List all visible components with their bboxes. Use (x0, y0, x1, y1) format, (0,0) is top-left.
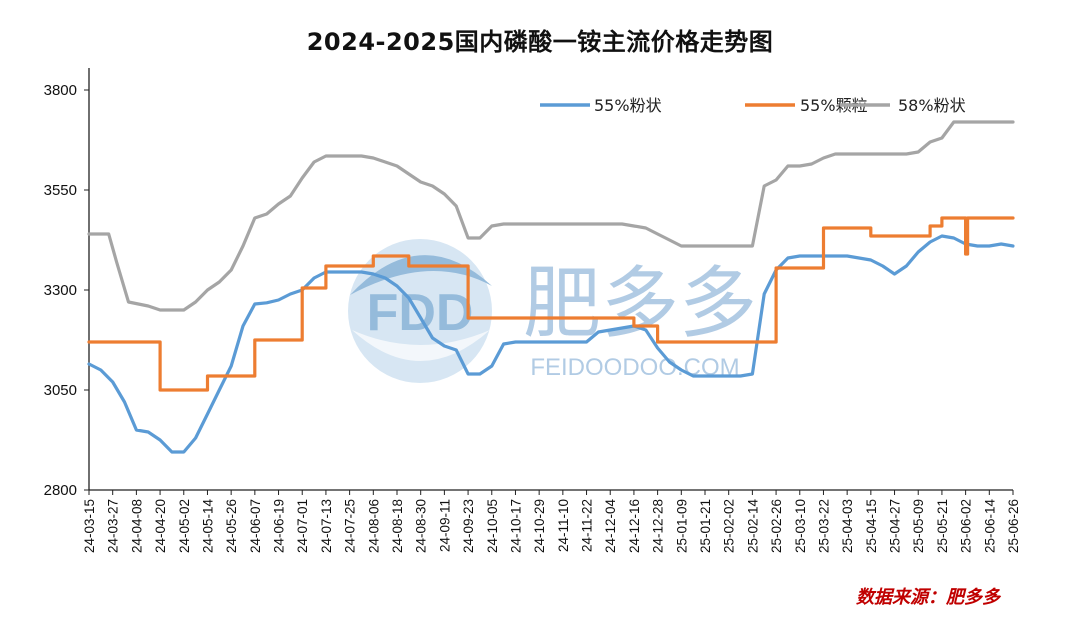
x-tick-label: 24-05-26 (224, 499, 239, 553)
x-tick-label: 25-02-26 (769, 499, 784, 553)
x-tick-label: 25-05-09 (911, 499, 926, 553)
x-tick-label: 24-10-29 (532, 499, 547, 553)
y-tick-label: 3050 (44, 382, 77, 399)
x-tick-label: 25-05-21 (935, 499, 950, 553)
x-tick-label: 24-11-22 (580, 499, 595, 552)
x-tick-label: 24-12-28 (651, 499, 666, 553)
x-tick-label: 24-07-01 (295, 499, 310, 553)
legend: 55%粉状 55%颗粒 58%粉状 (540, 96, 966, 115)
x-tick-label: 24-11-10 (556, 499, 571, 552)
x-tick-label: 24-10-17 (508, 499, 523, 553)
x-tick-label: 24-05-14 (200, 499, 215, 554)
x-tick-label: 24-07-25 (343, 499, 358, 553)
y-tick-label: 3550 (44, 182, 77, 199)
x-tick-label: 24-09-23 (461, 499, 476, 553)
y-tick-label: 2800 (44, 482, 77, 499)
series-line-0 (87, 234, 1015, 454)
x-tick-label: 25-03-22 (816, 499, 831, 553)
x-tick-label: 24-08-30 (414, 499, 429, 553)
x-tick-label: 25-02-02 (722, 499, 737, 553)
x-tick-label: 24-07-13 (319, 499, 334, 553)
x-tick-label: 24-03-27 (106, 499, 121, 553)
x-tick-label: 25-06-26 (1006, 499, 1021, 553)
watermark-logo-icon: FDD (348, 239, 492, 383)
source-note: 数据来源：肥多多 (856, 587, 1000, 608)
x-tick-label: 24-08-06 (366, 499, 381, 553)
x-tick-label: 24-10-05 (485, 499, 500, 553)
x-tick-label: 25-06-02 (959, 499, 974, 553)
series-line-2 (87, 120, 1015, 312)
y-tick-label: 3800 (44, 82, 77, 99)
y-tick-label: 3300 (44, 282, 77, 299)
x-tick-label: 25-03-10 (793, 499, 808, 553)
chart-title: 2024-2025国内磷酸一铵主流价格走势图 (306, 28, 774, 56)
x-tick-label: 24-05-02 (177, 499, 192, 553)
x-tick-label: 24-12-16 (627, 499, 642, 553)
x-tick-label: 25-04-15 (864, 499, 879, 553)
x-tick-label: 25-02-14 (745, 499, 760, 554)
x-tick-label: 24-03-15 (82, 499, 97, 553)
x-tick-label: 24-09-11 (437, 499, 452, 552)
x-tick-label: 25-06-14 (982, 499, 997, 554)
x-tick-label: 24-06-19 (272, 499, 287, 553)
x-tick-label: 24-04-20 (153, 499, 168, 553)
legend-label: 55%颗粒 (800, 96, 868, 115)
watermark-brand-text: 肥多多 (523, 259, 757, 349)
series-line-1 (87, 216, 1015, 392)
legend-label: 55%粉状 (594, 96, 662, 115)
x-tick-label: 25-04-03 (840, 499, 855, 553)
axes: 2800 3050 3300 3550 3800 24-03-15 24-03-27 24-0… (44, 68, 1021, 553)
watermark: FDD 肥多多 FEIDOODOO.COM (348, 239, 757, 383)
x-tick-label: 24-04-08 (129, 499, 144, 553)
x-tick-label: 24-12-04 (603, 499, 618, 554)
x-tick-label: 25-01-21 (698, 499, 713, 553)
x-tick-label: 24-08-18 (390, 499, 405, 553)
legend-label: 58%粉状 (898, 96, 966, 115)
watermark-logo-text: FDD (367, 284, 474, 342)
x-tick-label: 25-04-27 (888, 499, 903, 553)
x-tick-label: 24-06-07 (248, 499, 263, 553)
x-tick-label: 25-01-09 (674, 499, 689, 553)
series-lines (87, 120, 1015, 454)
